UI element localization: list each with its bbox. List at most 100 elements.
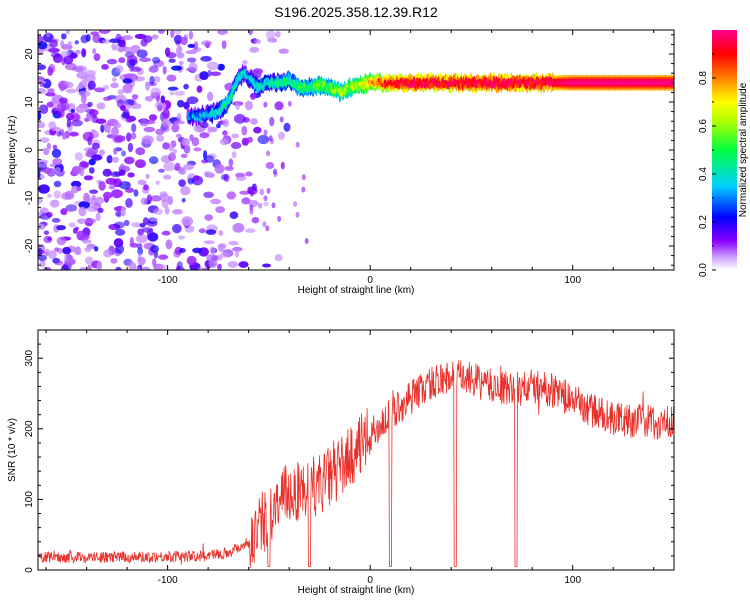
noise-speckle (40, 212, 51, 220)
noise-speckle (110, 258, 118, 264)
noise-speckle (120, 206, 126, 217)
noise-speckle (160, 95, 166, 104)
noise-speckle (262, 263, 272, 268)
noise-speckle (207, 91, 214, 102)
noise-speckle (173, 34, 183, 45)
noise-speckle (69, 131, 79, 137)
noise-speckle (51, 109, 56, 115)
ridge-cell (376, 82, 379, 87)
noise-speckle (115, 266, 122, 270)
noise-speckle (76, 186, 82, 192)
noise-speckle (222, 118, 230, 128)
ridge-cell (548, 82, 552, 87)
noise-speckle (233, 113, 246, 124)
noise-speckle (185, 50, 198, 55)
noise-speckle (252, 68, 264, 75)
ridge-cell (237, 73, 241, 78)
ridge-cell (235, 83, 238, 88)
noise-speckle (169, 145, 174, 152)
noise-speckle (244, 100, 253, 111)
noise-speckle (218, 30, 226, 36)
noise-speckle (142, 266, 150, 270)
ridge-cell (333, 89, 337, 94)
ridge-cell (288, 78, 292, 83)
noise-speckle (171, 123, 180, 133)
noise-speckle (196, 267, 206, 270)
y-tick-label: 20 (24, 48, 35, 60)
ridge-cell (497, 77, 501, 82)
noise-speckle (88, 158, 96, 166)
ridge-cell (211, 108, 214, 113)
noise-speckle (172, 223, 182, 234)
noise-speckle (267, 37, 278, 43)
noise-speckle (206, 254, 219, 262)
ridge-cell (440, 82, 444, 87)
noise-speckle (196, 85, 203, 93)
noise-speckle (150, 87, 161, 97)
ridge-cell (269, 83, 272, 88)
noise-speckle (38, 48, 44, 56)
noise-speckle (79, 267, 87, 270)
noise-speckle (140, 197, 149, 205)
ridge-cell (546, 78, 549, 83)
noise-speckle (150, 245, 159, 253)
noise-speckle (199, 121, 209, 129)
noise-speckle (130, 132, 137, 140)
colorbar: 0.0 0.2 0.4 0.6 0.8 Normalized spectral ampl… (698, 30, 749, 277)
ridge-cell (383, 79, 386, 84)
noise-speckle (245, 228, 256, 233)
y-tick-label: -20 (24, 238, 35, 253)
noise-speckle (295, 141, 300, 148)
noise-speckle (42, 147, 51, 153)
noise-speckle (101, 64, 109, 70)
ridge-cell (364, 81, 367, 86)
noise-speckle (46, 101, 54, 108)
noise-speckle (38, 223, 46, 230)
noise-speckle (301, 174, 306, 181)
noise-speckle (38, 88, 47, 95)
ridge-cell (274, 80, 277, 85)
x-tick-label: 100 (564, 575, 581, 586)
ridge-cell (316, 86, 320, 91)
ridge-cell (352, 87, 355, 92)
noise-speckle (98, 181, 106, 191)
noise-speckle (49, 199, 60, 208)
noise-speckle (38, 41, 48, 50)
ridge-cell (479, 79, 482, 83)
spectrogram-noise (38, 30, 309, 270)
ridge-cell (406, 78, 410, 83)
noise-speckle (145, 173, 150, 179)
noise-speckle (38, 121, 46, 129)
noise-speckle (81, 75, 87, 81)
noise-speckle (59, 129, 65, 136)
noise-speckle (179, 248, 186, 253)
noise-speckle (103, 249, 113, 258)
y-tick-label: 100 (24, 491, 35, 508)
noise-speckle (295, 211, 300, 218)
noise-speckle (101, 39, 111, 44)
noise-speckle (48, 48, 60, 53)
colorbar-tick-label: 0.8 (698, 71, 709, 85)
noise-speckle (218, 244, 225, 252)
noise-speckle (178, 45, 183, 53)
noise-speckle (165, 239, 173, 250)
noise-speckle (136, 234, 148, 244)
noise-speckle (180, 36, 188, 46)
noise-speckle (135, 147, 146, 156)
noise-speckle (173, 120, 186, 125)
noise-speckle (263, 201, 269, 207)
noise-speckle (268, 135, 273, 142)
noise-speckle (167, 195, 173, 206)
noise-speckle (141, 227, 154, 233)
noise-speckle (215, 206, 226, 214)
noise-speckle (75, 105, 86, 114)
ridge-cell (522, 78, 525, 83)
noise-speckle (214, 164, 225, 174)
noise-speckle (93, 246, 99, 252)
noise-speckle (45, 92, 56, 97)
ridge-cell (403, 82, 406, 87)
noise-speckle (206, 61, 219, 71)
noise-speckle (114, 135, 126, 143)
noise-speckle (210, 198, 222, 205)
